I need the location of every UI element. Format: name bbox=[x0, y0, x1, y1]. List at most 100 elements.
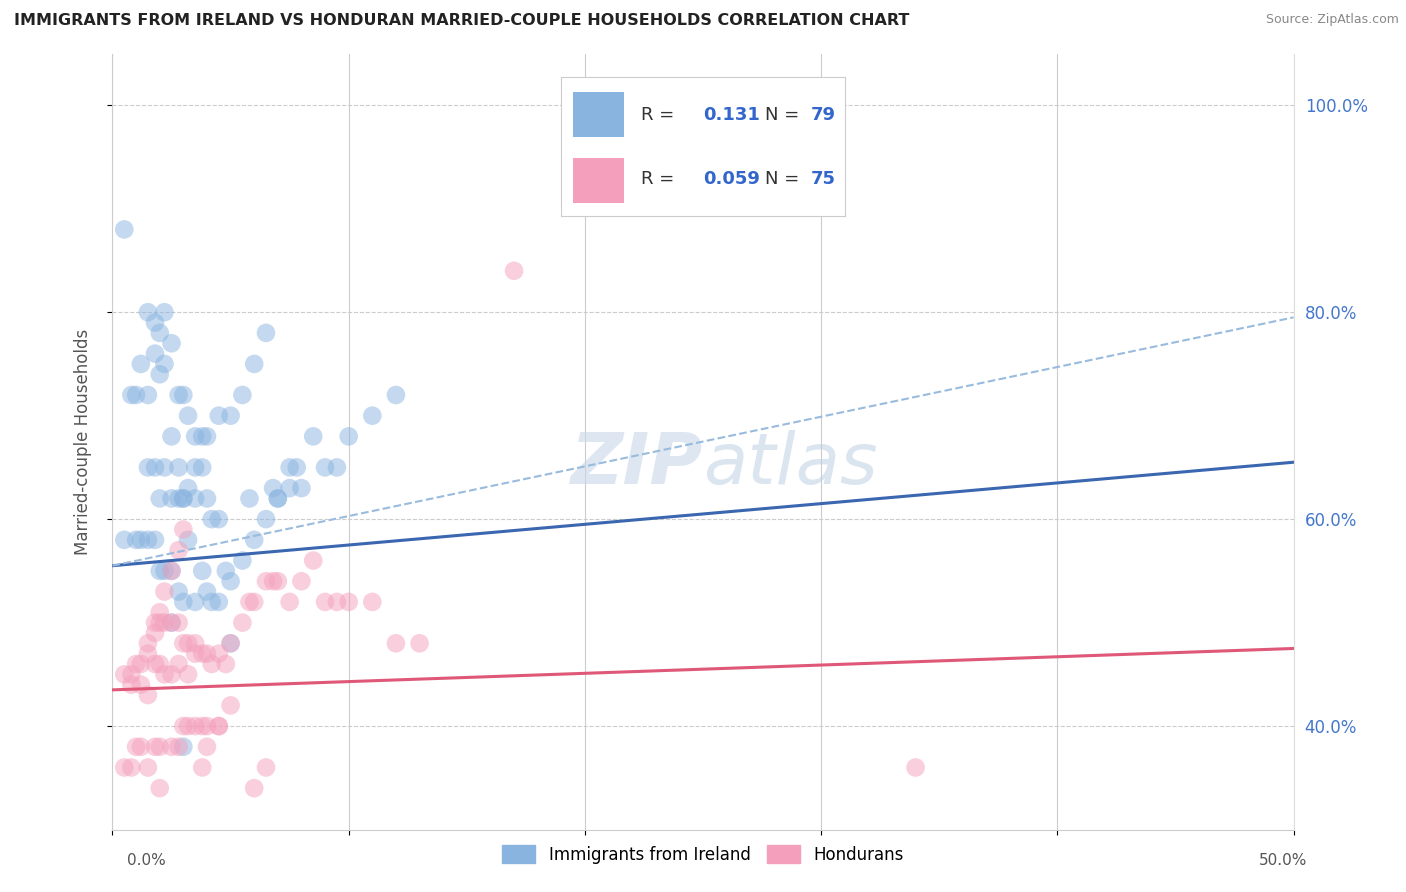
Point bbox=[112, 760, 135, 774]
Point bbox=[143, 657, 166, 671]
Point bbox=[231, 615, 253, 630]
Point bbox=[143, 533, 166, 547]
Point bbox=[149, 781, 172, 796]
Point bbox=[195, 584, 218, 599]
Point bbox=[254, 512, 277, 526]
Point bbox=[143, 739, 166, 754]
Point bbox=[195, 647, 218, 661]
Point bbox=[201, 657, 224, 671]
Point bbox=[125, 533, 148, 547]
Point bbox=[120, 388, 142, 402]
Point bbox=[153, 357, 176, 371]
Text: 0.0%: 0.0% bbox=[127, 854, 166, 868]
Point bbox=[231, 553, 253, 567]
Point bbox=[160, 615, 183, 630]
Point bbox=[177, 719, 200, 733]
Point bbox=[219, 636, 242, 650]
Point bbox=[219, 409, 242, 423]
Point bbox=[184, 460, 207, 475]
Point bbox=[195, 429, 218, 443]
Point bbox=[191, 564, 214, 578]
Point bbox=[361, 595, 384, 609]
Point bbox=[385, 636, 408, 650]
Point bbox=[262, 481, 284, 495]
Point bbox=[262, 574, 284, 589]
Point bbox=[125, 388, 148, 402]
Point bbox=[160, 615, 183, 630]
Point bbox=[153, 615, 176, 630]
Point bbox=[160, 564, 183, 578]
Point bbox=[149, 326, 172, 340]
Point bbox=[149, 739, 172, 754]
Point bbox=[254, 326, 277, 340]
Point bbox=[191, 719, 214, 733]
Point bbox=[149, 605, 172, 619]
Point bbox=[153, 564, 176, 578]
Point bbox=[112, 667, 135, 681]
Point bbox=[215, 564, 238, 578]
Point bbox=[285, 460, 308, 475]
Point bbox=[215, 657, 238, 671]
Point bbox=[143, 316, 166, 330]
Point bbox=[201, 595, 224, 609]
Point bbox=[208, 409, 231, 423]
Point bbox=[408, 636, 430, 650]
Point bbox=[208, 647, 231, 661]
Point bbox=[172, 719, 194, 733]
Point bbox=[503, 264, 526, 278]
Point bbox=[125, 657, 148, 671]
Point bbox=[208, 512, 231, 526]
Text: atlas: atlas bbox=[703, 430, 877, 500]
Point bbox=[278, 481, 301, 495]
Point bbox=[167, 460, 190, 475]
Point bbox=[314, 595, 336, 609]
Point bbox=[167, 388, 190, 402]
Point bbox=[243, 781, 266, 796]
Point bbox=[278, 595, 301, 609]
Point bbox=[184, 491, 207, 506]
Point bbox=[195, 491, 218, 506]
Point bbox=[243, 595, 266, 609]
Point bbox=[278, 460, 301, 475]
Point bbox=[160, 739, 183, 754]
Point bbox=[136, 305, 159, 319]
Point bbox=[208, 719, 231, 733]
Point bbox=[238, 491, 260, 506]
Point bbox=[290, 481, 312, 495]
Point bbox=[143, 615, 166, 630]
Point bbox=[208, 595, 231, 609]
Point bbox=[177, 636, 200, 650]
Point bbox=[302, 553, 325, 567]
Point bbox=[254, 760, 277, 774]
Point bbox=[904, 760, 927, 774]
Point bbox=[191, 760, 214, 774]
Point bbox=[184, 595, 207, 609]
Point bbox=[290, 574, 312, 589]
Point bbox=[160, 491, 183, 506]
Point bbox=[149, 491, 172, 506]
Y-axis label: Married-couple Households: Married-couple Households bbox=[73, 328, 91, 555]
Point bbox=[267, 491, 290, 506]
Point bbox=[243, 533, 266, 547]
Point bbox=[267, 491, 290, 506]
Point bbox=[201, 512, 224, 526]
Point bbox=[160, 429, 183, 443]
Point bbox=[167, 657, 190, 671]
Point bbox=[219, 636, 242, 650]
Point bbox=[153, 584, 176, 599]
Text: IMMIGRANTS FROM IRELAND VS HONDURAN MARRIED-COUPLE HOUSEHOLDS CORRELATION CHART: IMMIGRANTS FROM IRELAND VS HONDURAN MARR… bbox=[14, 13, 910, 29]
Point bbox=[136, 460, 159, 475]
Point bbox=[167, 491, 190, 506]
Point bbox=[172, 388, 194, 402]
Point bbox=[177, 533, 200, 547]
Point bbox=[153, 667, 176, 681]
Point bbox=[385, 388, 408, 402]
Point bbox=[112, 533, 135, 547]
Point bbox=[184, 636, 207, 650]
Text: ZIP: ZIP bbox=[571, 430, 703, 500]
Point bbox=[337, 429, 360, 443]
Point bbox=[267, 574, 290, 589]
Text: 50.0%: 50.0% bbox=[1260, 854, 1308, 868]
Point bbox=[172, 491, 194, 506]
Point bbox=[129, 357, 152, 371]
